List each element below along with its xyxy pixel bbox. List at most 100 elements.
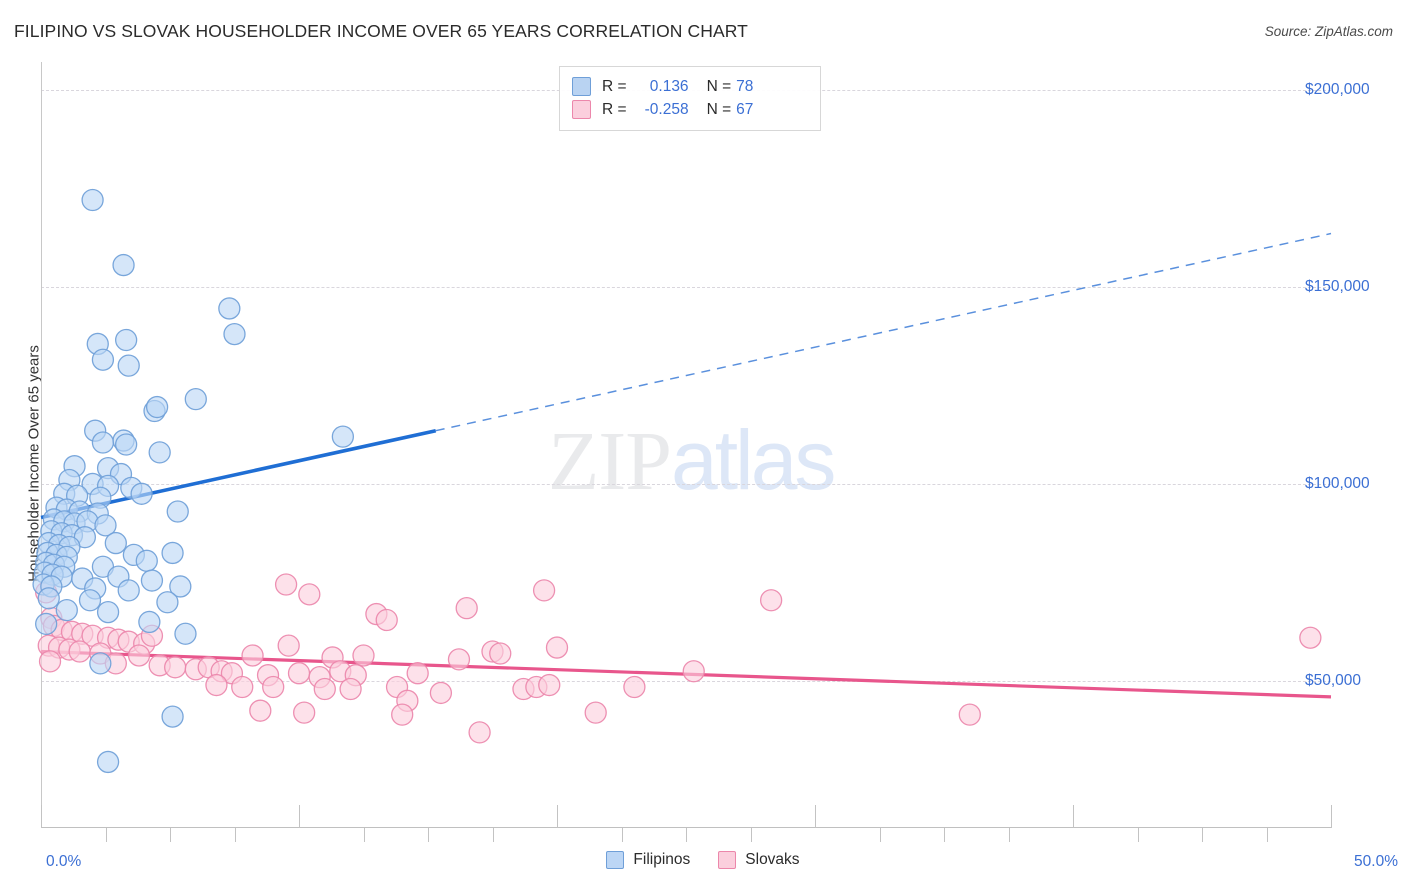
y-axis-tick-label: $100,000: [1305, 474, 1370, 492]
r-value-filipinos: 0.136: [649, 77, 689, 95]
gridline: [41, 286, 1331, 288]
series-legend: Filipinos Slovaks: [0, 851, 1406, 869]
x-axis-tick: [428, 828, 429, 842]
swatch-filipinos-icon: [572, 77, 591, 96]
zipatlas-watermark: ZIPatlas: [548, 412, 836, 510]
scatter-point-filipinos: [218, 297, 241, 320]
x-axis-tick: [492, 828, 494, 842]
x-axis-tick: [815, 805, 816, 828]
scatter-point-filipinos: [130, 482, 153, 505]
scatter-point-filipinos: [117, 354, 140, 377]
gridline: [41, 681, 1331, 683]
scatter-point-slovaks: [682, 660, 705, 683]
scatter-point-filipinos: [81, 188, 104, 212]
x-axis-tick: [621, 828, 623, 842]
scatter-point-filipinos: [78, 589, 102, 612]
scatter-point-slovaks: [277, 634, 300, 657]
legend-label-filipinos: Filipinos: [633, 851, 691, 868]
y-axis-tick-label: $150,000: [1305, 277, 1370, 295]
scatter-point-filipinos: [145, 395, 169, 419]
scatter-point-slovaks: [1299, 626, 1322, 649]
scatter-point-slovaks: [298, 583, 321, 606]
scatter-point-filipinos: [161, 541, 184, 565]
legend-swatch-filipinos-icon: [606, 851, 625, 869]
x-axis-tick: [686, 828, 687, 842]
x-axis-tick: [1008, 828, 1010, 842]
x-axis-tick: [234, 828, 236, 842]
scatter-point-slovaks: [164, 656, 187, 679]
page-title: FILIPINO VS SLOVAK HOUSEHOLDER INCOME OV…: [14, 21, 748, 41]
scatter-point-slovaks: [759, 589, 783, 612]
scatter-point-filipinos: [104, 531, 127, 555]
stats-row-filipinos: R = 0.136 N = 78: [572, 75, 808, 98]
scatter-point-filipinos: [223, 322, 246, 346]
scatter-point-filipinos: [91, 431, 115, 454]
x-axis-line: [41, 827, 1332, 828]
x-axis-tick: [1137, 828, 1139, 842]
legend-swatch-slovaks-icon: [718, 851, 737, 869]
n-value-filipinos: 78: [736, 77, 754, 95]
scatter-point-filipinos: [140, 569, 164, 592]
scatter-point-slovaks: [127, 644, 151, 667]
legend-item-slovaks[interactable]: Slovaks: [718, 851, 800, 869]
scatter-point-slovaks: [406, 662, 429, 685]
scatter-point-slovaks: [391, 703, 414, 726]
scatter-point-slovaks: [538, 673, 561, 697]
x-axis-tick: [363, 828, 365, 842]
x-axis-tick: [41, 805, 42, 828]
scatter-point-slovaks: [532, 579, 556, 602]
n-label-slovaks: N =: [706, 100, 732, 118]
scatter-point-slovaks: [455, 596, 478, 620]
scatter-point-filipinos: [184, 388, 207, 411]
scatter-point-filipinos: [55, 598, 78, 622]
scatter-point-filipinos: [161, 705, 184, 728]
scatter-point-filipinos: [169, 575, 192, 598]
trend-line-filipinos-dashed: [435, 232, 1332, 432]
scatter-point-slovaks: [489, 642, 512, 665]
stats-row-slovaks: R = -0.258 N = 67: [572, 98, 808, 121]
scatter-point-filipinos: [156, 591, 179, 614]
correlation-stats-legend: R = 0.136 N = 78 R = -0.258 N = 67: [559, 66, 821, 131]
legend-item-filipinos[interactable]: Filipinos: [606, 851, 690, 869]
scatter-point-filipinos: [117, 579, 140, 602]
scatter-point-filipinos: [94, 514, 117, 537]
watermark-zip: ZIP: [548, 415, 672, 508]
scatter-point-slovaks: [623, 675, 646, 699]
x-axis-tick: [105, 828, 107, 842]
gridline: [41, 483, 1331, 485]
x-axis-max-label: 50.0%: [1354, 853, 1398, 870]
r-label-filipinos: R =: [602, 77, 627, 95]
scatter-point-slovaks: [274, 573, 298, 596]
scatter-point-filipinos: [96, 750, 120, 774]
scatter-point-filipinos: [96, 600, 120, 624]
scatter-point-filipinos: [174, 622, 197, 645]
scatter-point-slovaks: [38, 650, 62, 673]
scatter-point-slovaks: [375, 608, 398, 632]
n-label-filipinos: N =: [706, 77, 732, 95]
x-axis-tick: [170, 828, 171, 842]
scatter-point-slovaks: [958, 703, 981, 726]
scatter-point-slovaks: [205, 673, 228, 697]
watermark-atlas: atlas: [671, 413, 836, 507]
scatter-point-filipinos: [148, 441, 171, 464]
scatter-point-slovaks: [339, 677, 362, 701]
scatter-point-slovaks: [584, 701, 607, 724]
legend-label-slovaks: Slovaks: [745, 851, 800, 868]
scatter-point-filipinos: [135, 549, 158, 572]
x-axis-tick: [557, 805, 558, 828]
x-axis-tick: [299, 805, 300, 828]
n-value-slovaks: 67: [736, 100, 754, 118]
scatter-point-filipinos: [37, 587, 60, 610]
scatter-point-filipinos: [89, 652, 112, 675]
scatter-point-filipinos: [166, 500, 189, 523]
scatter-point-slovaks: [287, 662, 311, 685]
scatter-point-filipinos: [114, 433, 138, 456]
swatch-slovaks-icon: [572, 100, 591, 119]
x-axis-tick: [1202, 828, 1203, 842]
scatter-point-slovaks: [468, 721, 491, 744]
source-attribution: Source: ZipAtlas.com: [1264, 24, 1393, 39]
y-axis-tick-label: $50,000: [1305, 672, 1362, 690]
x-axis-tick: [1331, 805, 1332, 828]
